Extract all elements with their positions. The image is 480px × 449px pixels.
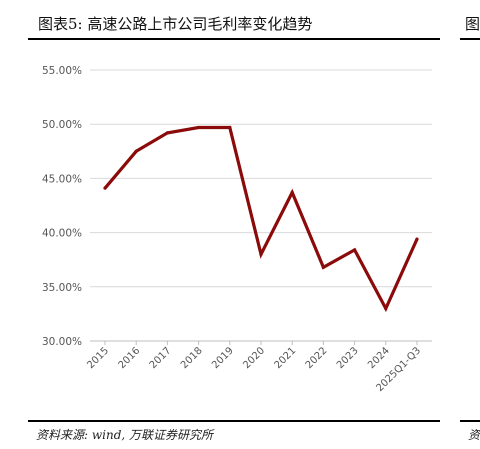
x-tick-label: 2016 xyxy=(117,345,143,371)
series-layer xyxy=(103,125,419,313)
data-point xyxy=(134,149,138,153)
figure-title: 图表5: 高速公路上市公司毛利率变化趋势 xyxy=(38,15,312,33)
neighbor-source-fragment: 资 xyxy=(468,428,480,442)
y-tick-label: 35.00% xyxy=(42,282,82,294)
y-tick-label: 45.00% xyxy=(42,173,82,185)
x-tick-label: 2023 xyxy=(335,345,361,371)
x-tick-label: 2018 xyxy=(179,345,205,371)
y-tick-label: 55.00% xyxy=(42,65,82,77)
x-tick-label: 2017 xyxy=(148,345,174,371)
y-tick-label: 40.00% xyxy=(42,228,82,240)
x-tick-label: 2021 xyxy=(273,345,299,371)
source-note: 资料来源: wind, 万联证券研究所 xyxy=(36,428,215,442)
data-point xyxy=(290,190,294,195)
y-tick-label: 30.00% xyxy=(42,336,82,348)
data-point xyxy=(415,237,419,241)
x-tick-label: 2020 xyxy=(241,345,267,371)
x-tick-label: 2024 xyxy=(366,345,392,371)
y-axis-tick-labels: 30.00% 35.00% 40.00% 45.00% 50.00% 55.00% xyxy=(42,65,82,348)
x-tick-label: 2022 xyxy=(304,345,330,371)
x-tick-label: 2019 xyxy=(210,345,236,371)
data-point xyxy=(353,248,357,252)
neighbor-title-fragment: 图 xyxy=(465,15,480,33)
data-point xyxy=(228,125,232,130)
data-point xyxy=(321,265,325,269)
y-tick-label: 50.00% xyxy=(42,119,82,131)
data-point xyxy=(197,125,201,130)
data-point xyxy=(259,252,263,256)
series-line xyxy=(103,125,419,313)
x-axis-tick-labels: 2015 2016 2017 2018 2019 2020 2021 2022 2023 2024… xyxy=(85,341,423,394)
data-point xyxy=(384,306,388,311)
data-point xyxy=(165,131,169,135)
data-point xyxy=(103,186,107,190)
x-tick-label: 2015 xyxy=(85,345,111,371)
